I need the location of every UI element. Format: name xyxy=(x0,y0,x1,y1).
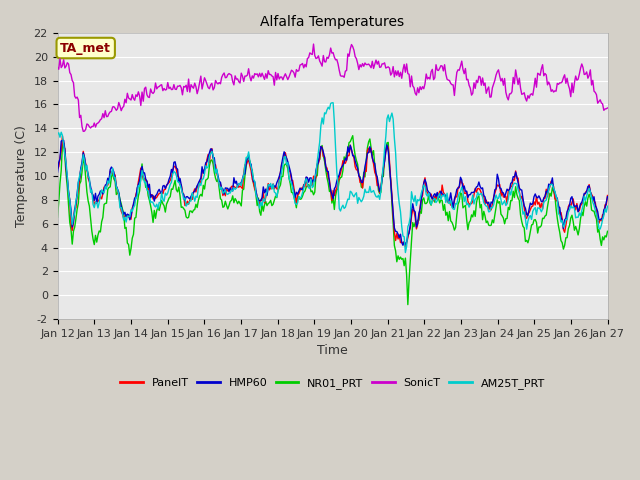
SonicT xyxy=(116,103,124,109)
PanelT xyxy=(583,188,591,194)
SonicT xyxy=(454,67,462,72)
Text: TA_met: TA_met xyxy=(60,42,111,55)
AM25T_PRT xyxy=(604,204,611,209)
HMP60 xyxy=(399,242,407,248)
HMP60 xyxy=(454,185,462,191)
SonicT xyxy=(583,69,591,75)
PanelT xyxy=(401,244,409,250)
AM25T_PRT xyxy=(365,190,372,195)
NR01_PRT xyxy=(454,201,462,207)
Line: HMP60: HMP60 xyxy=(58,141,607,245)
SonicT xyxy=(54,64,61,70)
NR01_PRT xyxy=(145,197,153,203)
NR01_PRT xyxy=(349,133,356,139)
PanelT xyxy=(147,192,154,198)
NR01_PRT xyxy=(404,302,412,308)
Line: PanelT: PanelT xyxy=(58,136,607,247)
HMP60 xyxy=(116,198,124,204)
HMP60 xyxy=(598,216,605,222)
NR01_PRT xyxy=(365,139,372,145)
HMP60 xyxy=(365,150,372,156)
SonicT xyxy=(310,41,317,47)
AM25T_PRT xyxy=(583,193,591,199)
NR01_PRT xyxy=(115,191,123,196)
HMP60 xyxy=(54,169,61,175)
Title: Alfalfa Temperatures: Alfalfa Temperatures xyxy=(260,15,404,29)
Line: NR01_PRT: NR01_PRT xyxy=(58,136,607,305)
HMP60 xyxy=(147,195,154,201)
SonicT xyxy=(79,129,87,134)
Legend: PanelT, HMP60, NR01_PRT, SonicT, AM25T_PRT: PanelT, HMP60, NR01_PRT, SonicT, AM25T_P… xyxy=(116,374,549,394)
PanelT xyxy=(454,184,462,190)
Y-axis label: Temperature (C): Temperature (C) xyxy=(15,125,28,227)
SonicT xyxy=(604,105,611,111)
AM25T_PRT xyxy=(145,193,153,199)
HMP60 xyxy=(60,138,67,144)
SonicT xyxy=(598,100,605,106)
PanelT xyxy=(365,145,372,151)
PanelT xyxy=(604,192,611,198)
AM25T_PRT xyxy=(401,250,409,255)
SonicT xyxy=(147,86,154,92)
AM25T_PRT xyxy=(454,194,462,200)
AM25T_PRT xyxy=(54,131,61,137)
AM25T_PRT xyxy=(598,222,605,228)
PanelT xyxy=(116,201,124,206)
Line: AM25T_PRT: AM25T_PRT xyxy=(58,103,607,252)
NR01_PRT xyxy=(54,215,61,220)
AM25T_PRT xyxy=(115,192,123,198)
NR01_PRT xyxy=(583,203,591,209)
AM25T_PRT xyxy=(330,100,337,106)
HMP60 xyxy=(604,194,611,200)
PanelT xyxy=(54,166,61,172)
PanelT xyxy=(59,133,67,139)
SonicT xyxy=(366,63,374,69)
HMP60 xyxy=(583,188,591,194)
Line: SonicT: SonicT xyxy=(58,44,607,132)
PanelT xyxy=(598,218,605,224)
NR01_PRT xyxy=(604,228,611,234)
NR01_PRT xyxy=(598,242,605,248)
X-axis label: Time: Time xyxy=(317,344,348,357)
